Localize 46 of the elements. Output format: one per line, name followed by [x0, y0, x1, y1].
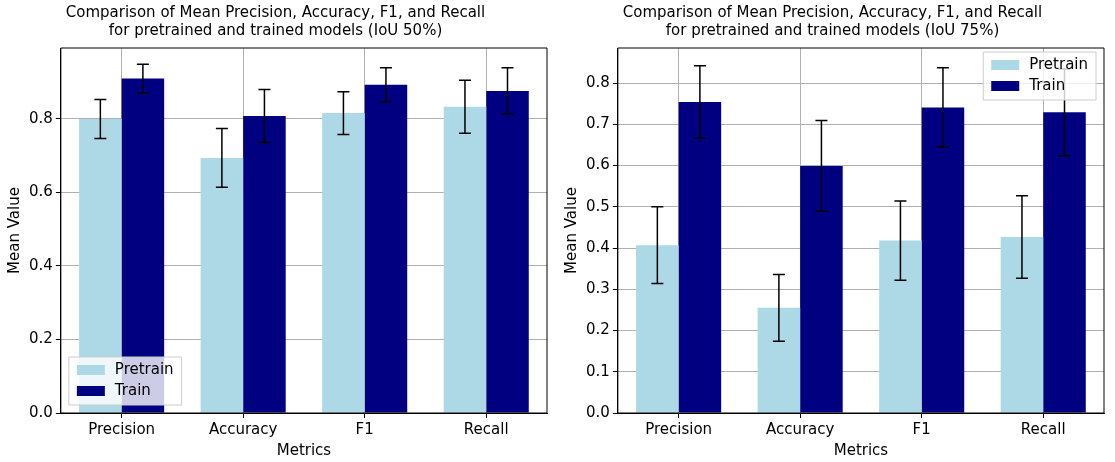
bar: [322, 113, 365, 413]
bar: [678, 102, 722, 413]
y-tick-label: 0.4: [586, 237, 610, 256]
y-tick-label: 0.4: [29, 255, 53, 274]
y-axis-title: Mean Value: [561, 187, 580, 274]
x-tick-label: F1: [912, 419, 931, 438]
bar: [364, 84, 408, 413]
y-tick-label: 0.2: [29, 329, 53, 348]
x-tick-label: F1: [355, 419, 374, 438]
y-tick-label: 0.0: [29, 402, 53, 421]
bar: [1000, 236, 1044, 413]
y-tick-label: 0.2: [586, 320, 610, 339]
y-tick-label: 0.3: [586, 279, 610, 298]
chart-title: Comparison of Mean Precision, Accuracy, F1, and Recall for pretrained and trained models (IoU 50%): [65, 2, 486, 39]
x-tick-label: Precision: [88, 419, 156, 438]
legend-label: Train: [1028, 75, 1066, 94]
y-tick-label: 0.6: [29, 182, 53, 201]
x-tick-label: Recall: [1020, 419, 1066, 438]
chart-title: Comparison of Mean Precision, Accuracy, F1, and Recall for pretrained and trained models (IoU 75%): [622, 2, 1043, 39]
y-axis-title: Mean Value: [4, 187, 23, 274]
bar: [486, 91, 529, 413]
y-tick-label: 0.5: [586, 196, 610, 215]
bar: [921, 107, 965, 413]
legend-label: Pretrain: [114, 359, 174, 378]
legend-label: Pretrain: [1029, 54, 1088, 73]
bar: [1043, 112, 1086, 413]
bar: [879, 240, 922, 413]
bar: [243, 116, 286, 413]
y-tick-label: 0.1: [586, 361, 610, 380]
bar: [800, 165, 843, 413]
bar: [757, 307, 801, 413]
x-axis-title: Metrics: [276, 440, 332, 459]
x-tick-label: Precision: [645, 419, 713, 438]
x-axis-title: Metrics: [833, 440, 889, 459]
y-tick-label: 0.8: [586, 72, 610, 91]
legend-label: Train: [113, 380, 151, 399]
x-tick-label: Accuracy: [765, 419, 835, 438]
y-tick-label: 0.0: [586, 402, 610, 421]
x-tick-label: Accuracy: [208, 419, 278, 438]
bar: [443, 106, 487, 413]
bar: [200, 157, 244, 413]
y-tick-label: 0.8: [29, 108, 53, 127]
x-tick-label: Recall: [463, 419, 509, 438]
bar: [636, 245, 679, 413]
y-tick-label: 0.6: [586, 155, 610, 174]
y-tick-label: 0.7: [586, 114, 610, 133]
